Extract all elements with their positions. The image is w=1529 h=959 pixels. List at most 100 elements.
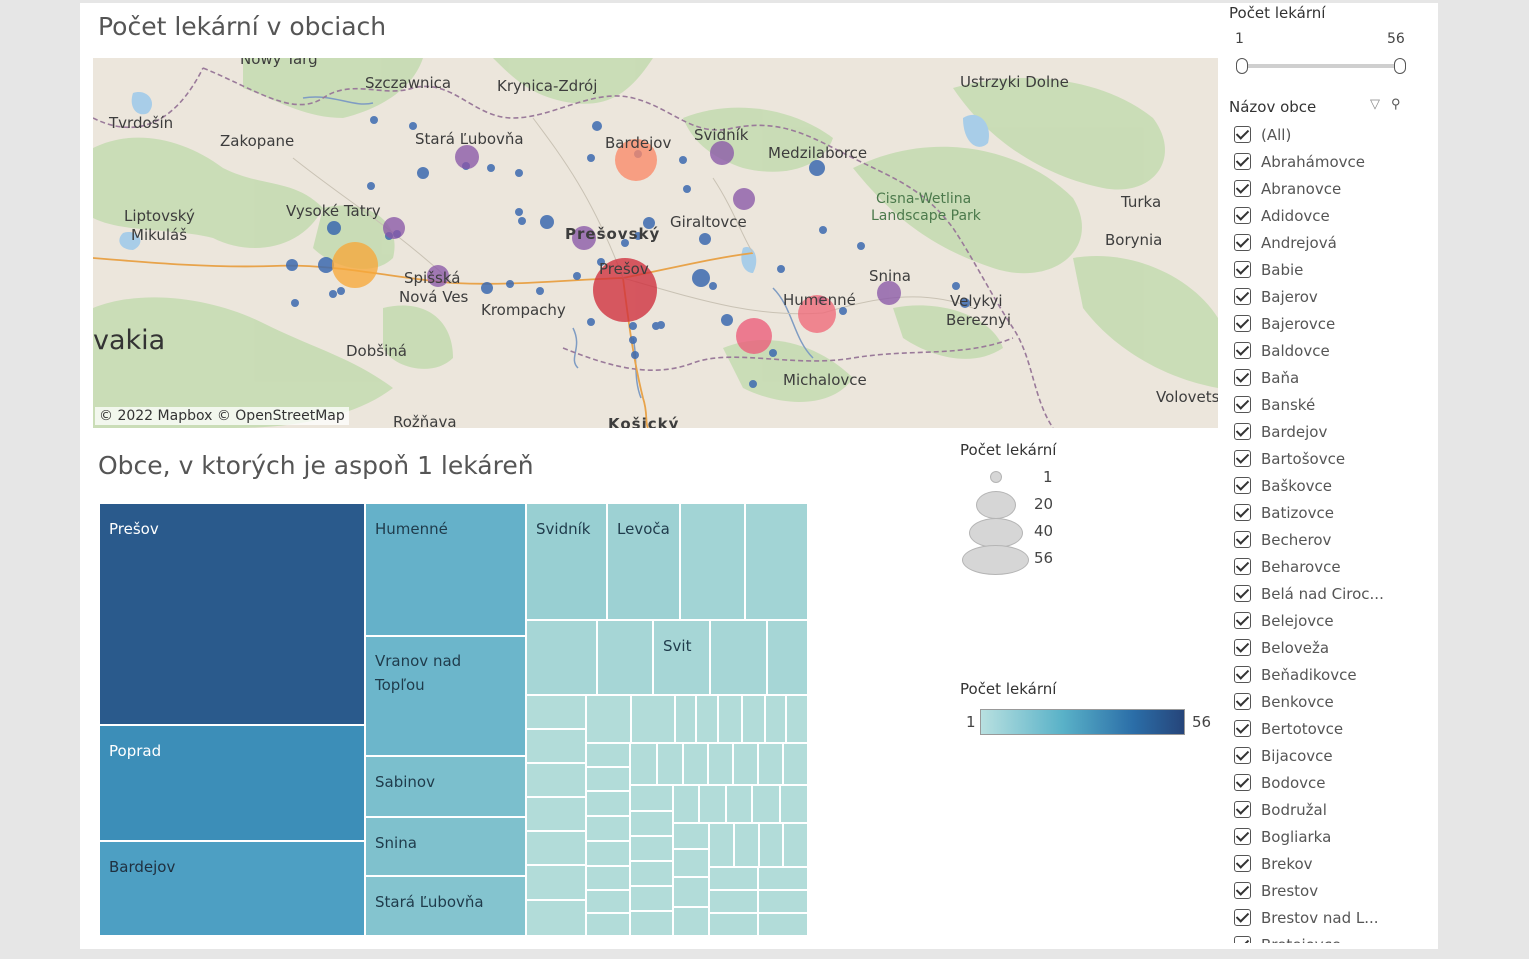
treemap-cell[interactable] <box>673 849 709 877</box>
treemap-cell[interactable] <box>673 907 709 936</box>
pharmacy-map[interactable]: Nowy Targ Szczawnica Krynica-Zdrój Ustrz… <box>93 58 1218 428</box>
filter-item[interactable]: Beňadikovce <box>1234 661 1424 688</box>
treemap-cell[interactable] <box>586 841 630 866</box>
treemap-cell[interactable] <box>765 695 786 743</box>
treemap-cell[interactable] <box>718 695 742 743</box>
treemap-cell[interactable] <box>630 811 673 836</box>
treemap-cell[interactable] <box>526 763 586 797</box>
checkbox[interactable] <box>1234 666 1251 683</box>
treemap-cell[interactable] <box>657 743 683 785</box>
treemap-cell[interactable] <box>586 743 630 767</box>
treemap-cell[interactable] <box>526 620 597 695</box>
treemap-cell[interactable] <box>630 743 657 785</box>
filter-item[interactable]: (All) <box>1234 121 1424 148</box>
filter-item[interactable]: Baňa <box>1234 364 1424 391</box>
treemap-cell[interactable] <box>526 865 586 900</box>
checkbox[interactable] <box>1234 612 1251 629</box>
checkbox[interactable] <box>1234 936 1251 943</box>
treemap-cell-svit[interactable]: Svit <box>653 620 710 695</box>
checkbox[interactable] <box>1234 369 1251 386</box>
treemap-cell[interactable] <box>526 695 586 729</box>
filter-item[interactable]: Brestov <box>1234 877 1424 904</box>
checkbox[interactable] <box>1234 558 1251 575</box>
treemap-cell[interactable] <box>758 743 783 785</box>
treemap-cell[interactable] <box>780 785 808 823</box>
checkbox[interactable] <box>1234 855 1251 872</box>
checkbox[interactable] <box>1234 423 1251 440</box>
treemap-cell-sabinov[interactable]: Sabinov <box>365 756 526 817</box>
treemap-cell[interactable] <box>526 729 586 763</box>
treemap-cell[interactable] <box>673 823 709 849</box>
range-slider-track[interactable] <box>1242 64 1400 68</box>
treemap-cell-snina[interactable]: Snina <box>365 817 526 876</box>
treemap-cell[interactable] <box>673 785 699 823</box>
treemap-cell-svidnik[interactable]: Svidník <box>526 503 607 620</box>
treemap-cell[interactable] <box>786 695 808 743</box>
checkbox[interactable] <box>1234 261 1251 278</box>
checkbox[interactable] <box>1234 693 1251 710</box>
filter-item[interactable]: Belá nad Ciroc... <box>1234 580 1424 607</box>
treemap-cell-vranov[interactable]: Vranov nad Topľou <box>365 636 526 756</box>
filter-icon[interactable]: ▽ <box>1370 96 1380 111</box>
checkbox[interactable] <box>1234 747 1251 764</box>
filter-item[interactable]: Brekov <box>1234 850 1424 877</box>
treemap-cell[interactable] <box>526 900 586 936</box>
treemap-cell[interactable] <box>742 695 765 743</box>
treemap-cell[interactable] <box>630 886 673 911</box>
treemap-cell[interactable] <box>709 867 758 890</box>
checkbox[interactable] <box>1234 396 1251 413</box>
treemap-cell[interactable] <box>709 823 734 867</box>
treemap-cell-levoca[interactable]: Levoča <box>607 503 680 620</box>
filter-item[interactable]: Bardejov <box>1234 418 1424 445</box>
checkbox[interactable] <box>1234 909 1251 926</box>
checkbox[interactable] <box>1234 639 1251 656</box>
treemap-cell[interactable] <box>586 791 630 816</box>
search-icon[interactable]: ⚲ <box>1391 96 1401 111</box>
treemap-cell[interactable] <box>630 785 673 811</box>
treemap-cell[interactable] <box>673 877 709 907</box>
treemap-cell[interactable] <box>630 911 673 936</box>
checkbox[interactable] <box>1234 207 1251 224</box>
checkbox[interactable] <box>1234 477 1251 494</box>
checkbox[interactable] <box>1234 126 1251 143</box>
treemap-cell[interactable] <box>758 890 808 913</box>
filter-item[interactable]: Abranovce <box>1234 175 1424 202</box>
checkbox[interactable] <box>1234 585 1251 602</box>
checkbox[interactable] <box>1234 801 1251 818</box>
checkbox[interactable] <box>1234 315 1251 332</box>
treemap-cell[interactable] <box>696 695 718 743</box>
checkbox[interactable] <box>1234 234 1251 251</box>
treemap-cell-stara-lubovna[interactable]: Stará Ľubovňa <box>365 876 526 936</box>
treemap-cell[interactable] <box>708 743 733 785</box>
treemap-cell[interactable] <box>586 866 630 890</box>
filter-item[interactable]: Batizovce <box>1234 499 1424 526</box>
treemap-cell[interactable] <box>767 620 808 695</box>
checkbox[interactable] <box>1234 180 1251 197</box>
treemap-cell[interactable] <box>630 836 673 861</box>
filter-item[interactable]: Bertotovce <box>1234 715 1424 742</box>
filter-item[interactable]: Beloveža <box>1234 634 1424 661</box>
range-slider-max-handle[interactable] <box>1394 58 1406 74</box>
treemap-cell[interactable] <box>752 785 780 823</box>
filter-item[interactable]: Benkovce <box>1234 688 1424 715</box>
treemap-cell[interactable] <box>586 913 630 936</box>
treemap-cell[interactable] <box>709 913 758 936</box>
treemap-cell[interactable] <box>726 785 752 823</box>
treemap-cell[interactable] <box>526 831 586 865</box>
checkbox[interactable] <box>1234 531 1251 548</box>
filter-item[interactable]: Bogliarka <box>1234 823 1424 850</box>
filter-item[interactable]: Bajerovce <box>1234 310 1424 337</box>
treemap-cell[interactable] <box>759 823 783 867</box>
filter-item[interactable]: Bodružal <box>1234 796 1424 823</box>
map-canvas[interactable]: Nowy Targ Szczawnica Krynica-Zdrój Ustrz… <box>93 58 1218 428</box>
treemap-cell[interactable] <box>631 695 675 743</box>
filter-item[interactable]: Bijacovce <box>1234 742 1424 769</box>
filter-item[interactable]: Bretejovce <box>1234 931 1424 943</box>
checkbox[interactable] <box>1234 153 1251 170</box>
filter-item[interactable]: Adidovce <box>1234 202 1424 229</box>
filter-item[interactable]: Beharovce <box>1234 553 1424 580</box>
filter-item[interactable]: Bodovce <box>1234 769 1424 796</box>
treemap-cell[interactable] <box>680 503 745 620</box>
filter-item[interactable]: Andrejová <box>1234 229 1424 256</box>
treemap-cell[interactable] <box>699 785 726 823</box>
